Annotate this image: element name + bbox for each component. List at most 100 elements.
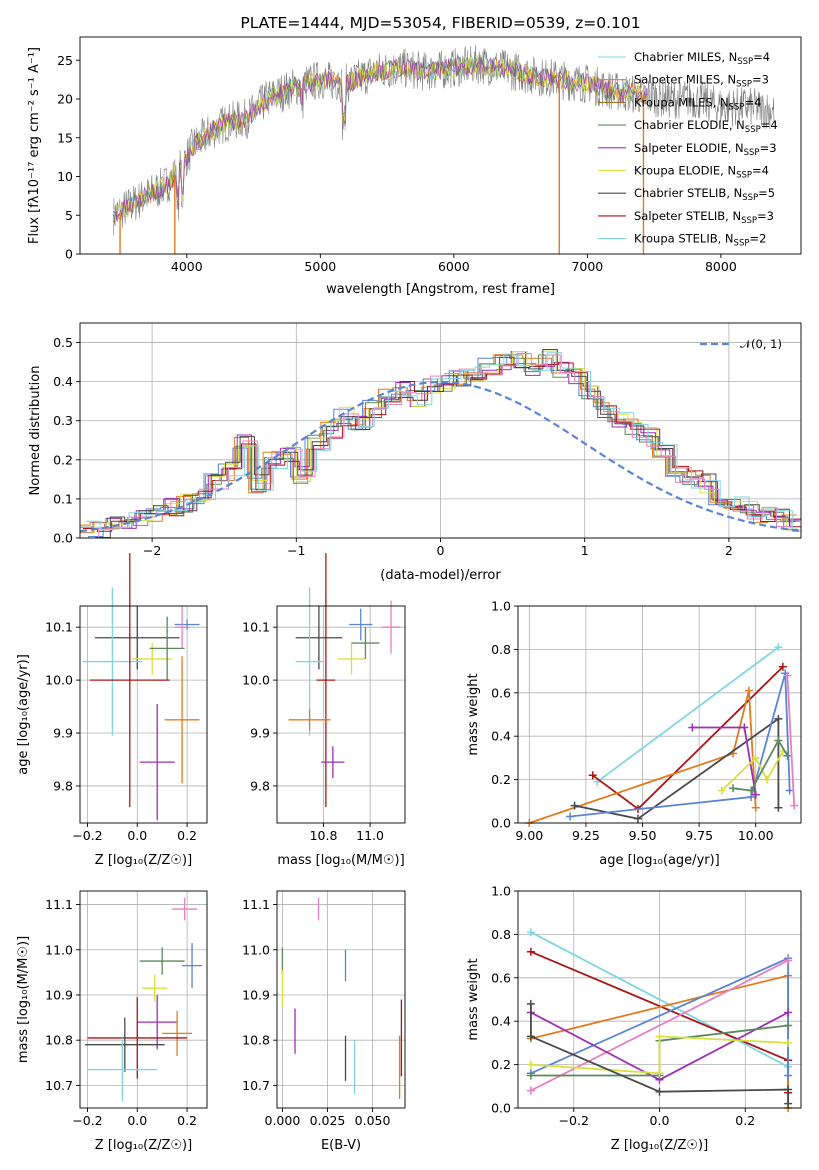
x-tick-label: 2 xyxy=(725,543,733,558)
series-marker xyxy=(784,1008,793,1017)
y-tick-label: 10.9 xyxy=(242,987,270,1002)
series-marker xyxy=(526,1086,535,1095)
error-bar-point xyxy=(316,553,336,808)
y-tick-label: 1.0 xyxy=(491,884,511,899)
x-tick-label: 9.00 xyxy=(515,828,543,843)
legend-label: Salpeter MILES, NSSP=3 xyxy=(634,73,769,90)
series-marker xyxy=(784,1038,793,1047)
x-tick-label: 8000 xyxy=(705,259,737,274)
series-marker xyxy=(774,714,783,723)
y-tick-label: 5 xyxy=(65,208,73,223)
y-tick-label: 10.7 xyxy=(45,1078,73,1093)
y-tick-label: 10.8 xyxy=(242,1033,270,1048)
axes-frame xyxy=(79,890,208,1109)
series-marker xyxy=(526,947,535,956)
y-tick-label: 9.9 xyxy=(53,726,73,741)
x-tick-label: 0.0 xyxy=(127,828,147,843)
y-tick-label: 0.4 xyxy=(491,729,511,744)
y-tick-label: 0.8 xyxy=(491,927,511,942)
x-tick-label: −0.2 xyxy=(72,1113,102,1128)
series-line xyxy=(526,956,793,1095)
series-path xyxy=(529,690,757,824)
series-marker xyxy=(784,1085,793,1094)
y-axis-label: mass weight xyxy=(466,958,481,1040)
y-tick-label: 0.8 xyxy=(491,642,511,657)
x-tick-label: 7000 xyxy=(571,259,603,274)
series-marker xyxy=(778,662,787,671)
series-path xyxy=(530,959,789,1092)
spectrum-line xyxy=(113,54,648,224)
x-tick-label: −0.2 xyxy=(72,828,102,843)
series-line xyxy=(526,1032,793,1078)
y-tick-label: 11.1 xyxy=(45,897,73,912)
error-bar-point xyxy=(82,587,143,736)
y-tick-label: 15 xyxy=(57,130,73,145)
x-tick-label: 0.0 xyxy=(127,1113,147,1128)
error-bar-point xyxy=(288,709,331,731)
x-tick-label: 6000 xyxy=(438,259,470,274)
x-tick-label: 5000 xyxy=(304,259,336,274)
series-marker xyxy=(783,671,792,680)
y-tick-label: 10.9 xyxy=(45,987,73,1002)
y-tick-label: 1.0 xyxy=(491,599,511,614)
legend: Chabrier MILES, NSSP=4 Salpeter MILES, NS… xyxy=(598,50,778,249)
series-marker xyxy=(633,814,642,823)
series-marker xyxy=(784,1021,793,1030)
y-tick-label: 0 xyxy=(65,247,73,262)
series-marker xyxy=(744,686,753,695)
error-bar-point xyxy=(162,1010,193,1057)
error-bar-point xyxy=(174,606,190,649)
y-tick-label: 9.8 xyxy=(250,778,270,793)
x-axis-label: Z [log₁₀(Z/Z☉)] xyxy=(611,1138,708,1153)
error-bar-point xyxy=(295,606,343,670)
legend-label: Salpeter ELODIE, NSSP=3 xyxy=(634,141,777,158)
y-tick-label: 0.6 xyxy=(491,685,511,700)
y-axis-label: age [log₁₀(age/yr)] xyxy=(16,654,31,775)
x-tick-label: 0.025 xyxy=(310,1113,346,1128)
series-marker xyxy=(526,1071,535,1080)
error-bar-point xyxy=(137,994,178,1050)
series-marker xyxy=(784,1099,793,1108)
x-tick-label: −0.2 xyxy=(559,1113,589,1128)
x-tick-label: 0.2 xyxy=(735,1113,755,1128)
error-bar-point xyxy=(351,627,380,659)
spectrum-line xyxy=(113,57,648,222)
series-path xyxy=(574,717,780,820)
series-path xyxy=(692,726,757,795)
series-marker xyxy=(784,956,793,965)
error-bar-point xyxy=(87,1037,158,1102)
series-marker xyxy=(566,812,575,821)
series-marker xyxy=(740,723,749,732)
axes-frame xyxy=(276,605,406,824)
axes-frame xyxy=(79,36,802,255)
spectrum-line xyxy=(113,54,648,218)
spectrum-panel: 4000 5000 6000 7000 8000 0 5 10 15 20 25 PLATE=1444… xyxy=(27,14,802,297)
mass_weight_vs_Z-panel: −0.2 0.0 0.2 0.0 0.2 0.4 0.6 0.8 1.0 Z [log₁₀(Z/Z… xyxy=(466,884,802,1153)
series-marker xyxy=(588,771,597,780)
series-line xyxy=(717,747,787,795)
x-tick-label: −1 xyxy=(287,543,305,558)
series-marker xyxy=(655,1087,664,1096)
axes-frame xyxy=(79,605,208,824)
y-tick-label: 0.4 xyxy=(491,1014,511,1029)
histogram-step xyxy=(84,353,801,538)
series-line xyxy=(588,662,787,813)
x-axis-label: Z [log₁₀(Z/Z☉)] xyxy=(95,853,192,868)
y-tick-label: 0.6 xyxy=(491,970,511,985)
series-marker xyxy=(526,1032,535,1041)
axes-frame xyxy=(517,605,802,824)
axes-frame xyxy=(276,890,406,1109)
y-tick-label: 10.7 xyxy=(242,1078,270,1093)
age_vs_Z-panel: −0.2 0.0 0.2 9.8 9.9 10.0 10.1 Z [log₁₀(Z/Z☉)] a… xyxy=(16,553,208,868)
x-tick-label: 0.0 xyxy=(650,1113,670,1128)
error-bar-point xyxy=(139,703,175,821)
x-tick-label: −2 xyxy=(143,543,161,558)
x-tick-label: 9.50 xyxy=(629,828,657,843)
error-bar-point xyxy=(381,600,401,654)
y-tick-label: 10.0 xyxy=(242,673,270,688)
x-tick-label: 1 xyxy=(581,543,589,558)
error-bar-point xyxy=(164,656,200,784)
series-marker xyxy=(526,1060,535,1069)
histogram-step xyxy=(80,350,801,534)
series-marker xyxy=(774,643,783,652)
